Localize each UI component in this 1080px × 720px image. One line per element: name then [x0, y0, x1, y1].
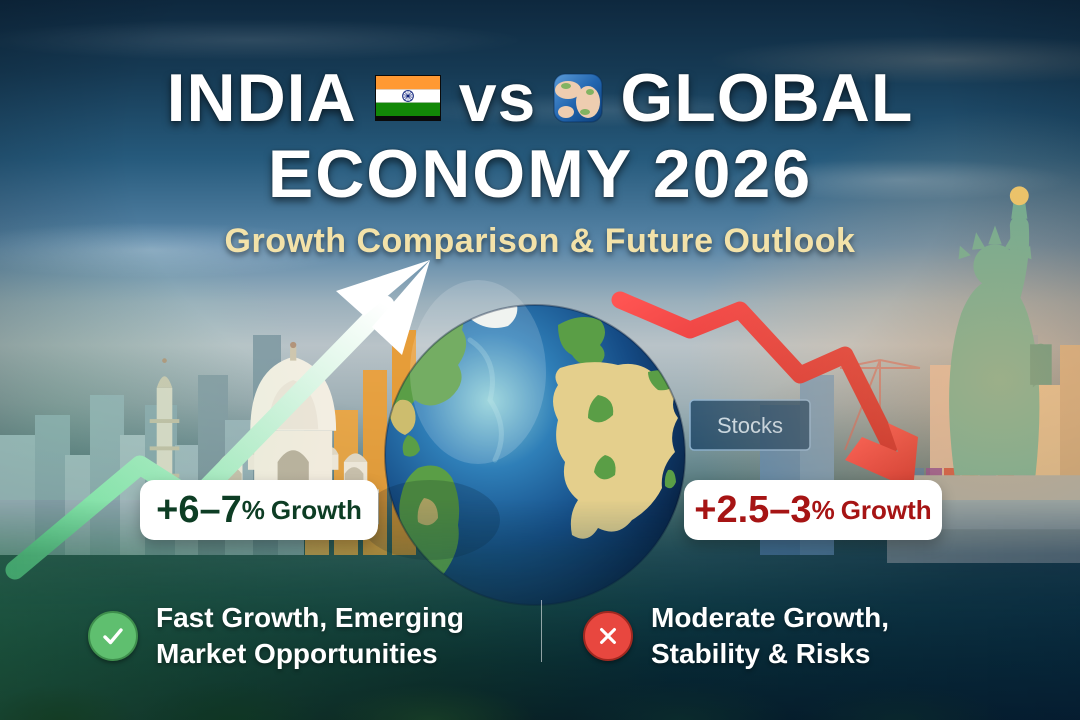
svg-text:Stocks: Stocks: [717, 413, 783, 438]
